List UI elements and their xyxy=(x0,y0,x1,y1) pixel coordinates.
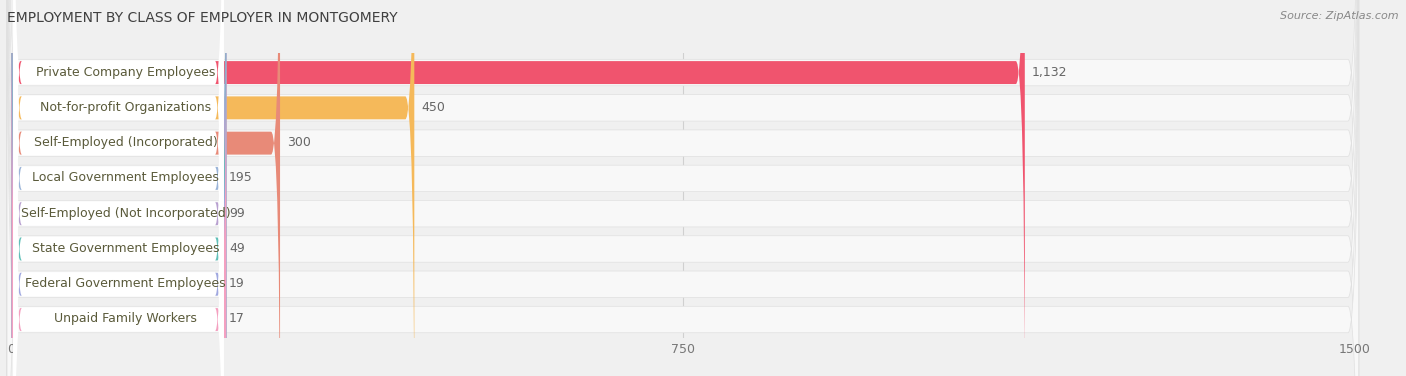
Text: Self-Employed (Incorporated): Self-Employed (Incorporated) xyxy=(34,136,218,149)
FancyBboxPatch shape xyxy=(13,0,224,376)
FancyBboxPatch shape xyxy=(7,0,1358,376)
FancyBboxPatch shape xyxy=(11,0,226,376)
Text: 99: 99 xyxy=(229,207,245,220)
Text: 49: 49 xyxy=(229,242,245,255)
FancyBboxPatch shape xyxy=(11,0,415,376)
Text: EMPLOYMENT BY CLASS OF EMPLOYER IN MONTGOMERY: EMPLOYMENT BY CLASS OF EMPLOYER IN MONTG… xyxy=(7,11,398,25)
FancyBboxPatch shape xyxy=(7,0,1358,376)
FancyBboxPatch shape xyxy=(11,0,226,376)
FancyBboxPatch shape xyxy=(11,0,1025,376)
FancyBboxPatch shape xyxy=(11,0,280,376)
Text: 17: 17 xyxy=(229,312,245,326)
FancyBboxPatch shape xyxy=(11,0,226,376)
Text: Federal Government Employees: Federal Government Employees xyxy=(25,277,226,290)
Text: 300: 300 xyxy=(287,136,311,149)
FancyBboxPatch shape xyxy=(7,0,1358,376)
Text: Source: ZipAtlas.com: Source: ZipAtlas.com xyxy=(1281,11,1399,21)
FancyBboxPatch shape xyxy=(13,0,224,376)
Text: Not-for-profit Organizations: Not-for-profit Organizations xyxy=(41,101,211,114)
FancyBboxPatch shape xyxy=(11,0,226,376)
Text: 450: 450 xyxy=(422,101,446,114)
FancyBboxPatch shape xyxy=(13,0,224,376)
FancyBboxPatch shape xyxy=(13,0,224,376)
Text: Self-Employed (Not Incorporated): Self-Employed (Not Incorporated) xyxy=(21,207,231,220)
Text: 1,132: 1,132 xyxy=(1032,65,1067,79)
Text: Local Government Employees: Local Government Employees xyxy=(32,171,219,184)
FancyBboxPatch shape xyxy=(13,0,224,376)
FancyBboxPatch shape xyxy=(11,0,226,376)
FancyBboxPatch shape xyxy=(7,0,1358,376)
FancyBboxPatch shape xyxy=(7,0,1358,376)
Text: 195: 195 xyxy=(229,171,253,184)
FancyBboxPatch shape xyxy=(7,0,1358,376)
FancyBboxPatch shape xyxy=(13,0,224,376)
FancyBboxPatch shape xyxy=(7,0,1358,376)
FancyBboxPatch shape xyxy=(13,0,224,376)
FancyBboxPatch shape xyxy=(7,0,1358,376)
FancyBboxPatch shape xyxy=(13,0,224,376)
Text: Unpaid Family Workers: Unpaid Family Workers xyxy=(55,312,197,326)
Text: State Government Employees: State Government Employees xyxy=(32,242,219,255)
Text: Private Company Employees: Private Company Employees xyxy=(37,65,215,79)
Text: 19: 19 xyxy=(229,277,245,290)
